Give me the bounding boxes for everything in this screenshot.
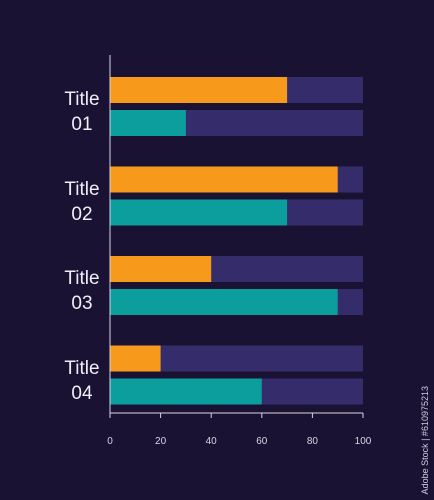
category-label-line1: Title [64,357,100,379]
bar [110,289,338,315]
bar [110,110,186,136]
category-label: Title 02 [47,177,117,227]
bar [110,256,212,282]
bar [110,378,262,405]
category-label-line2: 03 [71,293,93,314]
bar [110,345,161,372]
category-label: Title 03 [47,266,117,316]
bar [110,199,288,226]
category-label-line2: 01 [71,114,93,135]
category-label: Title 04 [47,356,117,406]
x-tick-label: 80 [307,436,319,447]
category-label-line1: Title [64,89,100,110]
x-tick-label: 40 [206,436,218,447]
category-label: Title 01 [47,87,117,137]
bar [110,77,288,103]
category-label-line2: 04 [71,382,93,404]
category-label-line2: 02 [71,203,93,225]
category-label-line1: Title [64,268,100,289]
x-tick-label: 0 [107,436,113,447]
x-tick-label: 60 [256,436,268,447]
watermark-id: Adobe Stock | #610975213 [420,385,430,494]
x-tick-label: 100 [355,436,372,447]
bar [110,166,338,193]
x-tick-label: 20 [155,436,167,447]
category-label-line1: Title [64,178,100,200]
